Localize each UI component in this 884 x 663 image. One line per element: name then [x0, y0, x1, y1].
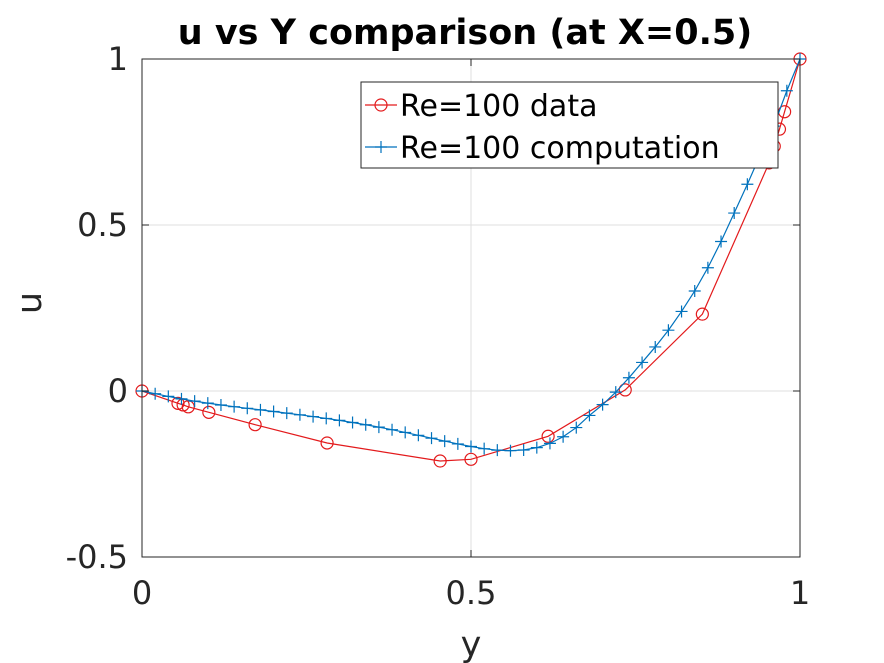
y-tick-label: 0: [108, 372, 128, 410]
data-point: [583, 409, 596, 422]
data-point: [149, 387, 162, 400]
data-point: [438, 435, 451, 448]
data-point: [491, 444, 504, 457]
data-point: [399, 426, 412, 439]
legend-entry: Re=100 computation: [365, 131, 720, 166]
axis-ticks: [141, 58, 801, 558]
data-point: [248, 418, 262, 432]
data-point: [201, 397, 214, 410]
y-tick-label: -0.5: [66, 538, 128, 576]
x-tick-label: 1: [790, 574, 810, 612]
data-point: [622, 371, 635, 384]
data-point: [780, 84, 793, 97]
data-point: [346, 416, 359, 429]
data-point: [280, 407, 293, 420]
data-point: [188, 395, 201, 408]
data-point: [241, 402, 254, 415]
data-point: [372, 421, 385, 434]
legend-marker: [374, 98, 388, 112]
legend: Re=100 data Re=100 computation: [360, 81, 779, 169]
data-point: [649, 340, 662, 353]
data-point: [293, 408, 306, 421]
legend-entry: Re=100 data: [365, 89, 597, 124]
data-point: [386, 423, 399, 436]
data-point: [695, 307, 709, 321]
tick-labels: 0 0.5 1-0.500.51: [66, 40, 811, 612]
y-tick-label: 0.5: [77, 206, 128, 244]
data-point: [543, 437, 556, 450]
data-point: [202, 405, 216, 419]
data-point: [451, 437, 464, 450]
x-tick-label: 0: [132, 574, 152, 612]
data-point: [425, 432, 438, 445]
data-point: [570, 421, 583, 434]
data-point: [320, 436, 334, 450]
data-point: [359, 418, 372, 431]
legend-box: [360, 81, 779, 169]
data-point: [715, 235, 728, 248]
data-point: [465, 440, 477, 453]
data-point: [412, 429, 425, 442]
data-point: [162, 390, 175, 403]
data-point: [728, 207, 741, 220]
data-point: [596, 398, 609, 411]
data-point: [636, 356, 649, 369]
data-point: [557, 430, 570, 443]
legend-entries: Re=100 data Re=100 computation: [365, 89, 720, 166]
data-point: [662, 324, 675, 337]
legend-label: Re=100 data: [400, 89, 597, 124]
data-point: [618, 383, 632, 397]
data-point: [228, 400, 241, 413]
data-point: [267, 405, 280, 418]
data-point: [307, 410, 320, 423]
data-point: [478, 442, 491, 455]
data-point: [741, 178, 754, 191]
data-point: [214, 398, 227, 411]
y-axis-label: u: [10, 292, 50, 314]
data-point: [609, 386, 622, 399]
data-point: [530, 441, 543, 454]
data-point: [320, 412, 333, 425]
data-point: [688, 285, 701, 298]
y-tick-label: 1: [108, 40, 128, 78]
chart-title: u vs Y comparison (at X=0.5): [178, 13, 752, 53]
data-point: [675, 305, 688, 318]
data-point: [701, 261, 714, 274]
data-point: [333, 414, 346, 427]
data-point: [517, 443, 530, 456]
data-point: [504, 444, 517, 457]
data-point: [175, 392, 188, 405]
data-point: [433, 454, 447, 468]
legend-marker: [375, 141, 387, 153]
data-point: [254, 403, 267, 416]
data-point: [464, 452, 478, 466]
data-point: [541, 429, 555, 443]
x-axis-label: y: [461, 625, 482, 663]
legend-label: Re=100 computation: [400, 131, 720, 166]
x-tick-label: 0.5: [446, 574, 497, 612]
